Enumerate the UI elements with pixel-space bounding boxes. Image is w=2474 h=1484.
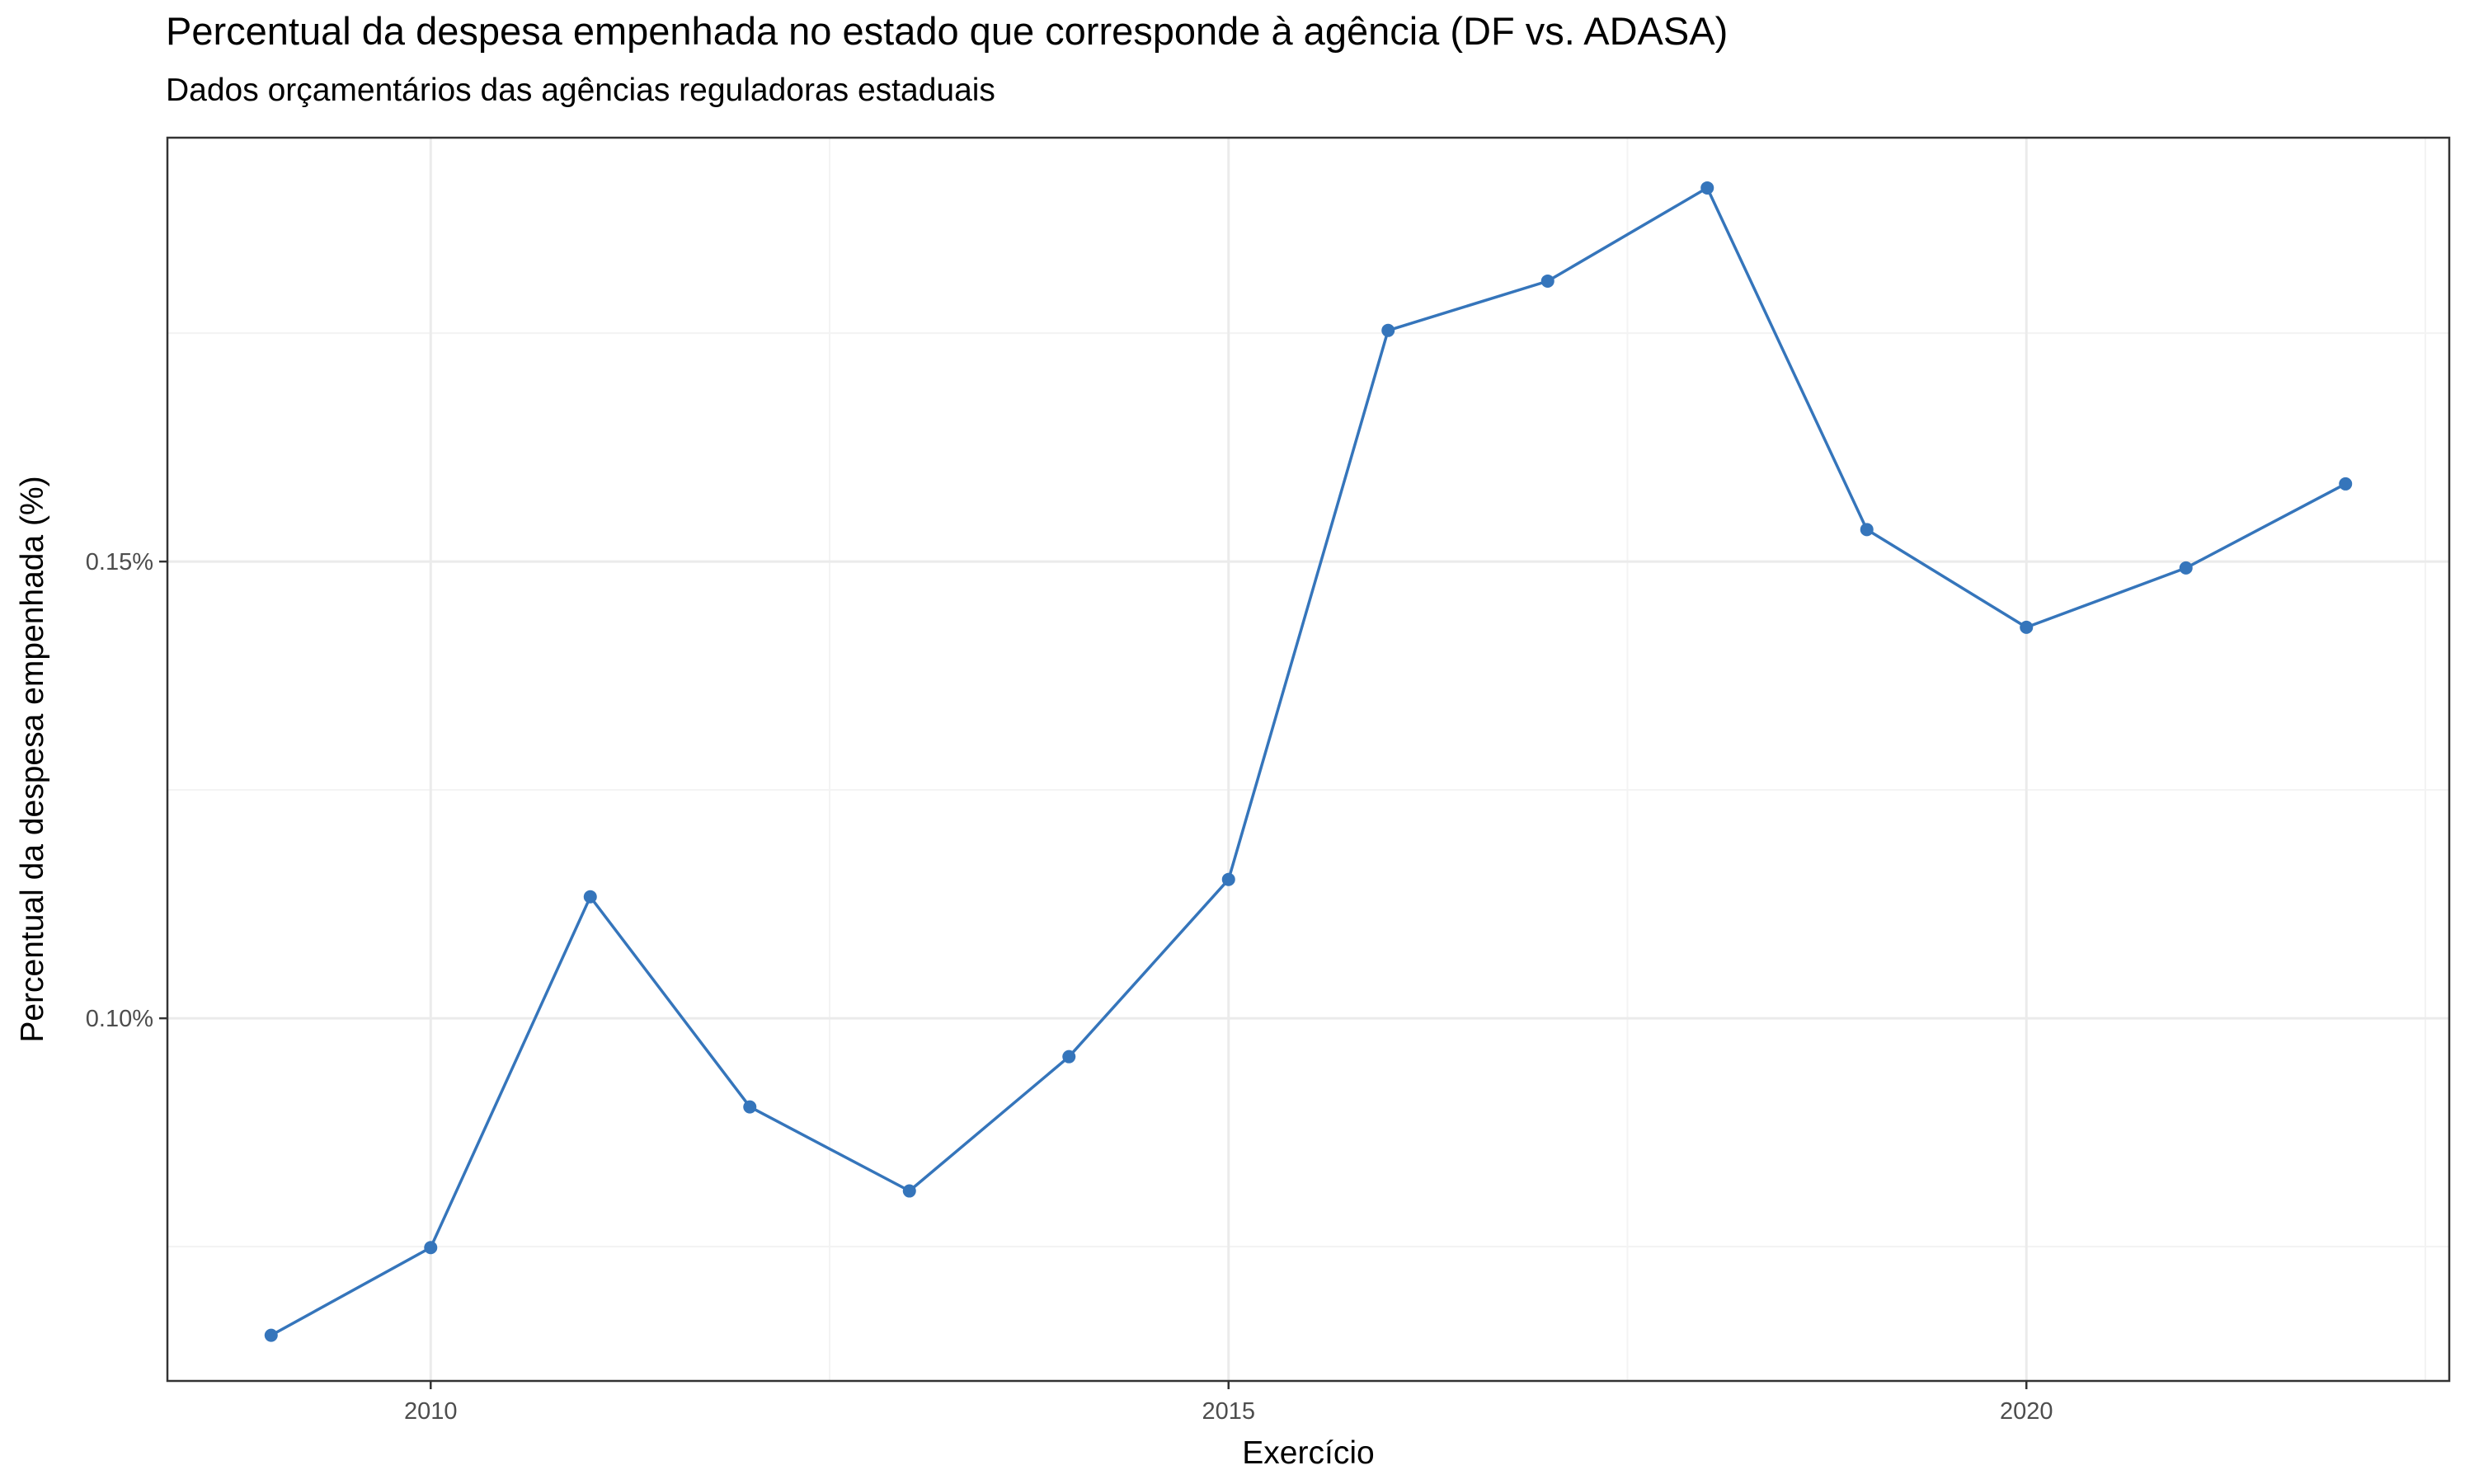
y-tick-label-0.10%: 0.10% [86,1006,153,1032]
panel-border [166,136,2451,1383]
x-tick-label-2015: 2015 [1202,1398,1255,1425]
x-tick-label-2010: 2010 [404,1398,458,1425]
series-layer [264,181,2353,1342]
data-point-2017 [1540,274,1554,288]
data-point-2014 [1062,1050,1076,1064]
minor-gridlines [167,138,2449,1381]
data-point-2009 [264,1328,278,1342]
data-point-2018 [1700,181,1714,195]
data-point-2021 [2179,561,2193,575]
chart-subtitle: Dados orçamentários das agências regulad… [166,73,995,108]
data-point-2013 [902,1184,916,1198]
data-point-2020 [2020,620,2034,634]
data-point-2012 [743,1100,757,1114]
y-axis-title: Percentual da despesa empenhada (%) [15,476,50,1042]
chart-title: Percentual da despesa empenhada no estad… [166,9,1729,53]
x-tick-label-2020: 2020 [2000,1398,2053,1425]
y-tick-label-0.15%: 0.15% [86,549,153,575]
x-axis-title: Exercício [1242,1435,1374,1471]
data-point-2019 [1860,523,1874,537]
data-point-2016 [1381,323,1395,337]
tick-labels: 2010 2015 2020 0.10% 0.15% [86,549,2053,1425]
data-point-2011 [583,890,597,904]
axis-ticks [159,560,2028,1389]
series-line [270,186,2347,1337]
data-point-2010 [424,1241,438,1255]
data-point-2022 [2339,477,2353,491]
major-gridlines [167,138,2449,1381]
data-point-2015 [1221,872,1235,886]
